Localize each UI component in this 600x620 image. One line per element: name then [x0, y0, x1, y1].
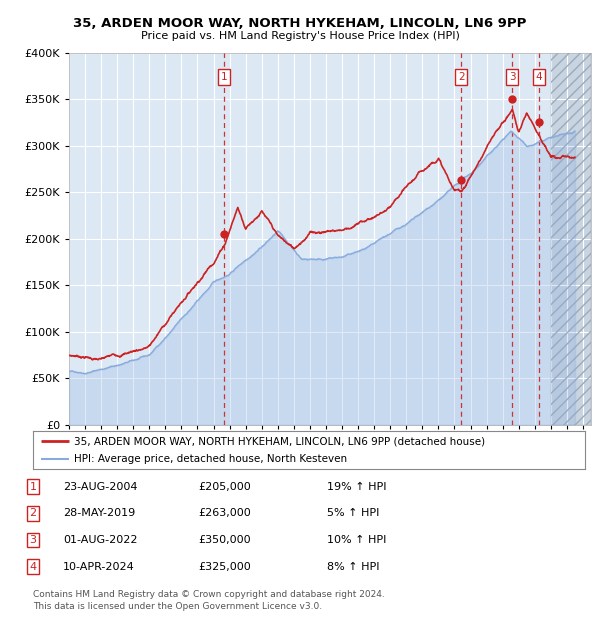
Text: 10-APR-2024: 10-APR-2024 [63, 562, 135, 572]
Text: 19% ↑ HPI: 19% ↑ HPI [327, 482, 386, 492]
Bar [551, 53, 591, 425]
Text: £350,000: £350,000 [198, 535, 251, 545]
Text: Contains HM Land Registry data © Crown copyright and database right 2024.
This d: Contains HM Land Registry data © Crown c… [33, 590, 385, 611]
Text: HPI: Average price, detached house, North Kesteven: HPI: Average price, detached house, Nort… [74, 454, 347, 464]
Text: 3: 3 [29, 535, 37, 545]
Text: 01-AUG-2022: 01-AUG-2022 [63, 535, 137, 545]
Text: 2: 2 [29, 508, 37, 518]
Text: £325,000: £325,000 [198, 562, 251, 572]
Text: 28-MAY-2019: 28-MAY-2019 [63, 508, 135, 518]
Text: £205,000: £205,000 [198, 482, 251, 492]
Text: 35, ARDEN MOOR WAY, NORTH HYKEHAM, LINCOLN, LN6 9PP: 35, ARDEN MOOR WAY, NORTH HYKEHAM, LINCO… [73, 17, 527, 30]
Bar [69, 53, 551, 425]
Text: 4: 4 [29, 562, 37, 572]
Text: Price paid vs. HM Land Registry's House Price Index (HPI): Price paid vs. HM Land Registry's House … [140, 31, 460, 41]
Text: £263,000: £263,000 [198, 508, 251, 518]
Text: 1: 1 [221, 72, 227, 82]
Text: 4: 4 [536, 72, 542, 82]
Text: 35, ARDEN MOOR WAY, NORTH HYKEHAM, LINCOLN, LN6 9PP (detached house): 35, ARDEN MOOR WAY, NORTH HYKEHAM, LINCO… [74, 436, 485, 446]
Text: 1: 1 [29, 482, 37, 492]
Text: 2: 2 [458, 72, 464, 82]
Text: 10% ↑ HPI: 10% ↑ HPI [327, 535, 386, 545]
Text: 23-AUG-2004: 23-AUG-2004 [63, 482, 137, 492]
Text: 5% ↑ HPI: 5% ↑ HPI [327, 508, 379, 518]
Text: 8% ↑ HPI: 8% ↑ HPI [327, 562, 380, 572]
Text: 3: 3 [509, 72, 515, 82]
Bar [551, 53, 591, 425]
